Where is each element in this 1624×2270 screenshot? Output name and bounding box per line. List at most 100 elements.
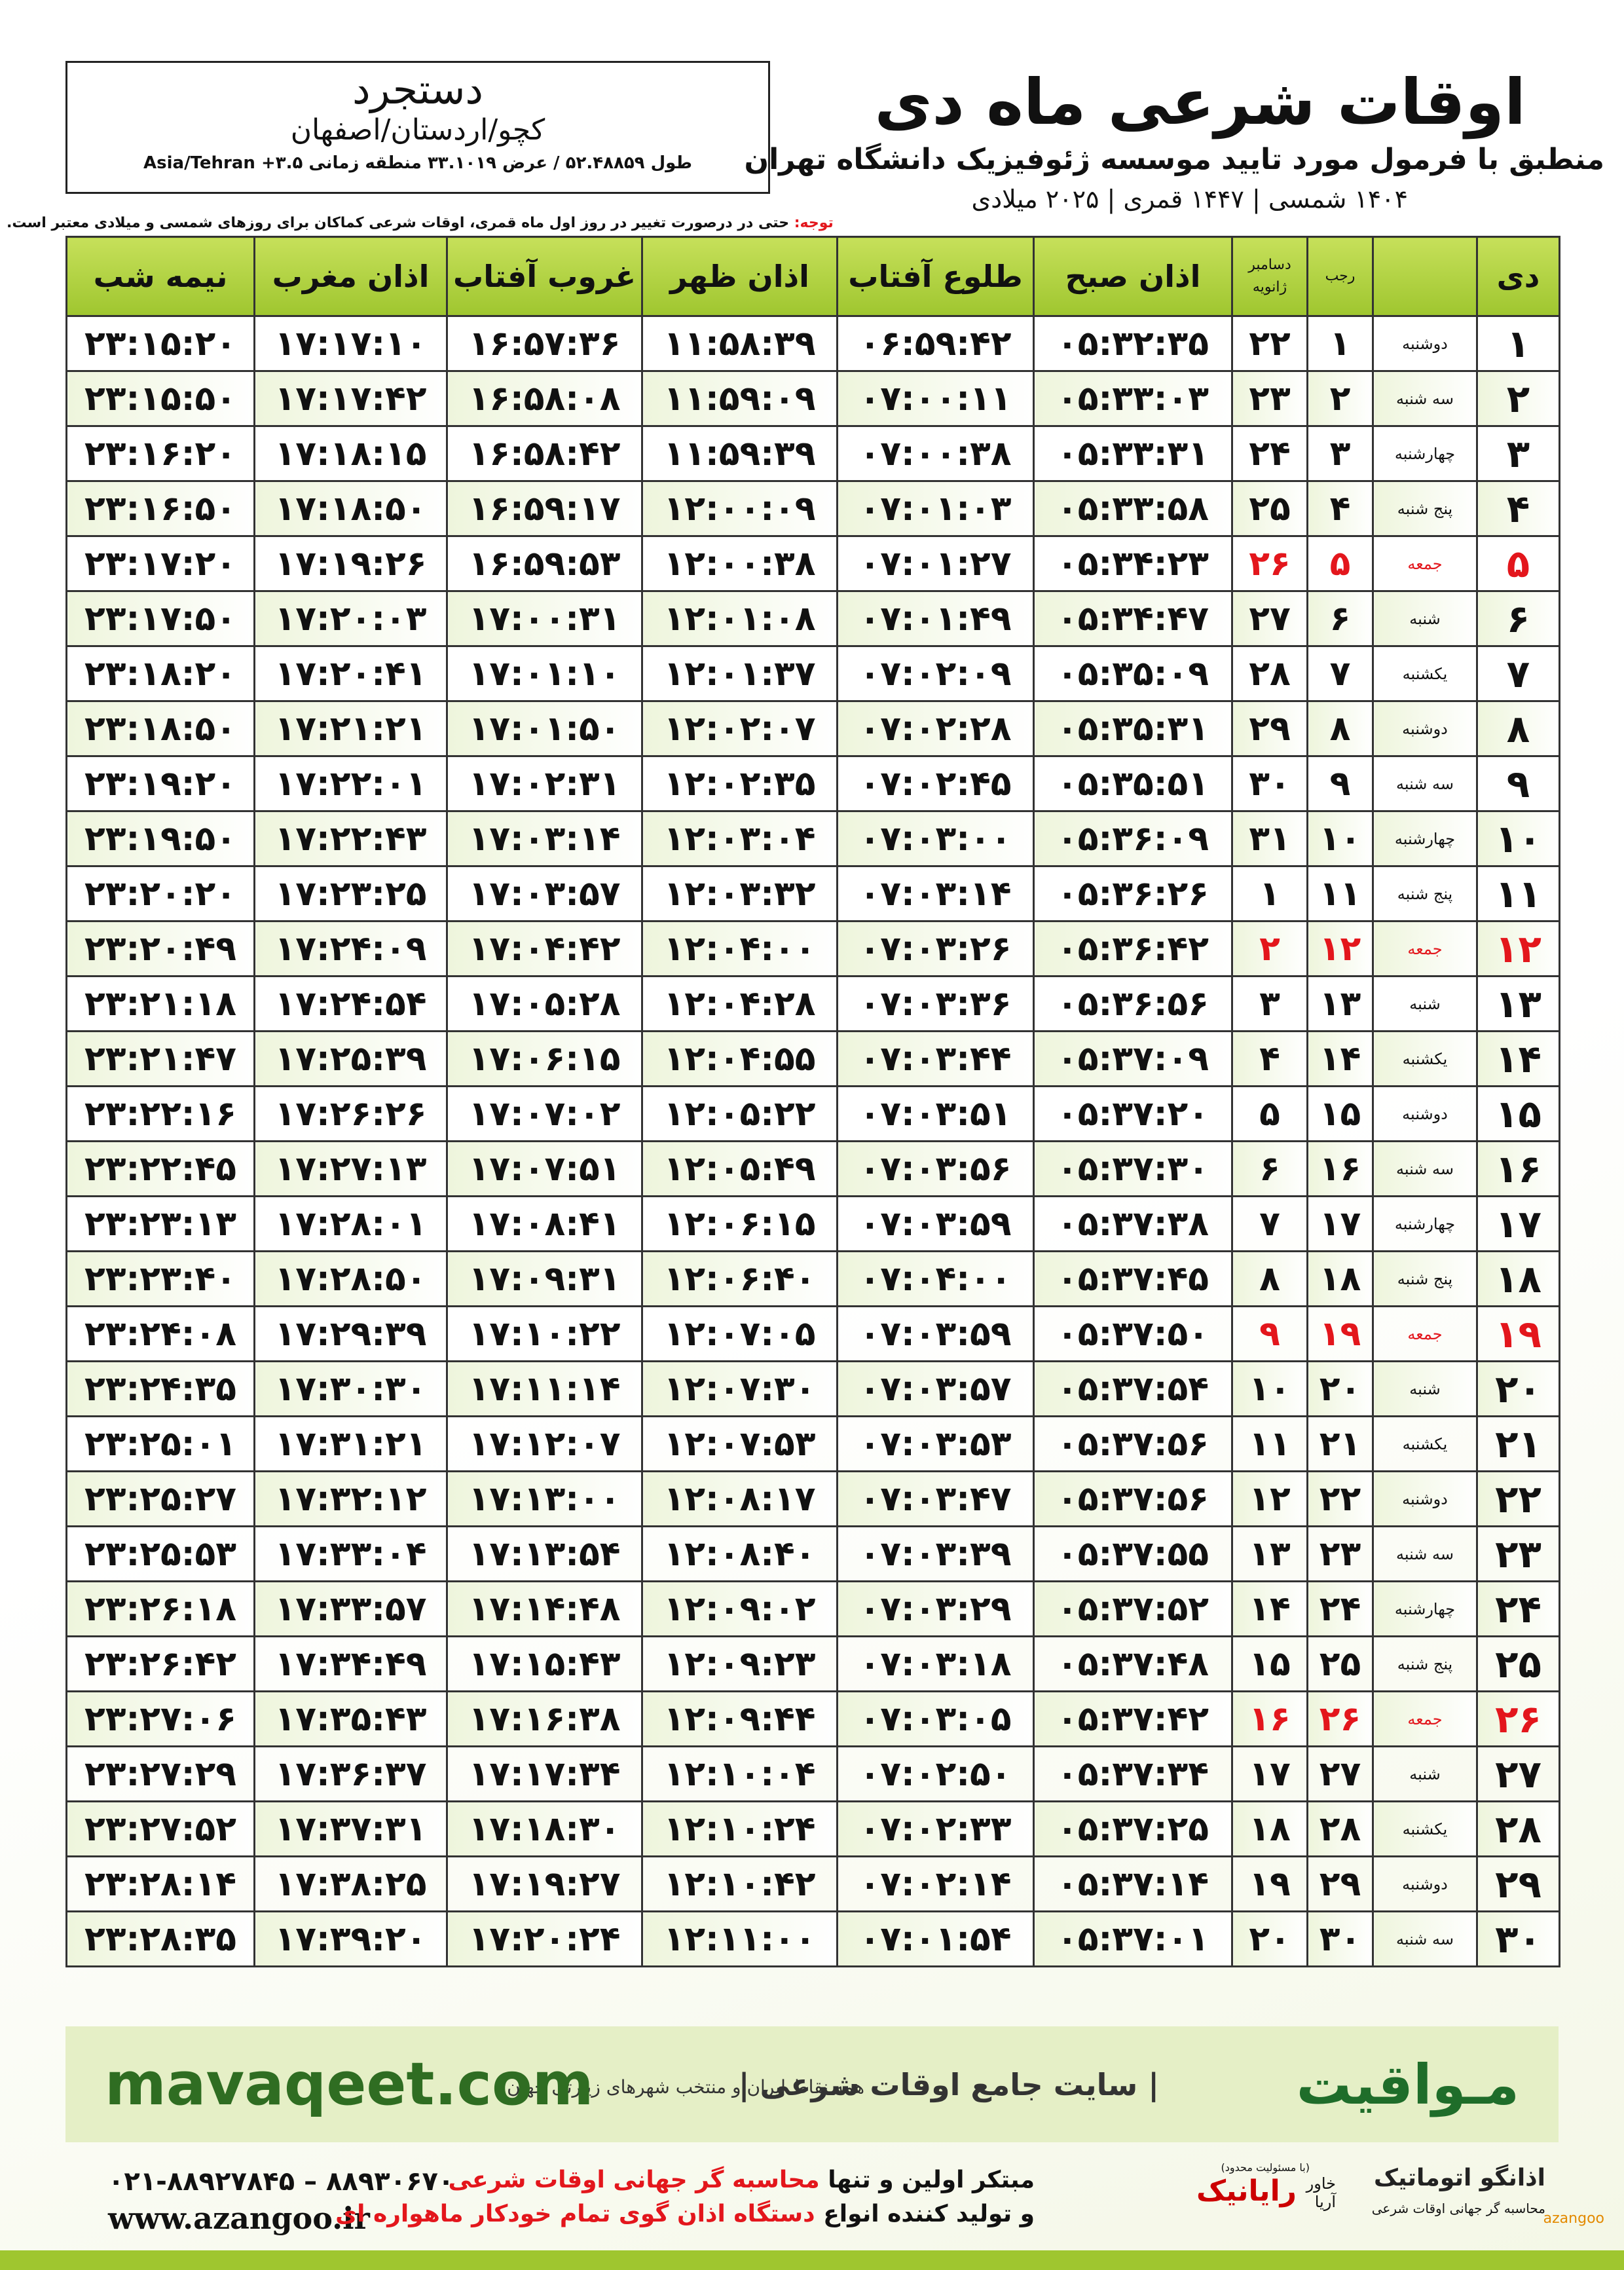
promo-text: و تولید کننده انواع [815, 2201, 1035, 2227]
date-cell: پنج شنبه [1372, 480, 1478, 537]
time-cell: ۲۳:۱۵:۲۰ [65, 315, 255, 372]
prayer-table: دی رجب دسامبر ژانویه اذان صبح طلوع آفتاب اذان … [65, 236, 1560, 1967]
time-cell: ۱۲:۱۰:۴۲ [641, 1855, 838, 1912]
time-cell: ۱۷:۳۰:۳۰ [253, 1360, 448, 1417]
time-cell: ۱۷:۱۶:۳۸ [446, 1690, 643, 1747]
brand: مـواقیت [1296, 2053, 1519, 2117]
table-row: ۱ دوشنبه ۱ ۲۲ ۰۵:۳۲:۳۵ ۰۶:۵۹:۴۲ ۱۱:۵۸:۳۹ ۱۶:۵۷:… [65, 315, 1560, 372]
time-cell: ۰۵:۳۷:۴۵ [1033, 1250, 1233, 1307]
time-cell: ۰۵:۳۶:۰۹ [1033, 810, 1233, 867]
time-cell: ۲۳:۲۵:۵۳ [65, 1525, 255, 1582]
logo-tagline: محاسبه گر جهانی اوقات شرعی [1371, 2201, 1545, 2216]
time-cell: ۱۷:۲۰:۰۳ [253, 590, 448, 647]
date-cell: ۱۴ [1231, 1580, 1308, 1637]
date-cell: ۱ [1476, 315, 1560, 372]
promo: و تولید کننده انواع دستگاه اذان گوی تمام… [335, 2201, 1035, 2227]
time-cell: ۰۵:۳۷:۲۵ [1033, 1800, 1233, 1857]
time-cell: ۱۲:۰۳:۳۲ [641, 865, 838, 922]
promo-highlight: دستگاه اذان گوی تمام خودکار ماهواره ای [335, 2201, 815, 2227]
date-cell: ۱۵ [1476, 1085, 1560, 1142]
time-cell: ۱۷:۲۵:۳۹ [253, 1030, 448, 1087]
time-cell: ۰۷:۰۲:۳۳ [836, 1800, 1035, 1857]
time-cell: ۰۵:۳۷:۴۸ [1033, 1635, 1233, 1692]
website: mavaqeet.com [105, 2050, 594, 2119]
date-cell: ۲۶ [1306, 1690, 1374, 1747]
date-cell: یکشنبه [1372, 1030, 1478, 1087]
table-row: ۱۵ دوشنبه ۱۵ ۵ ۰۵:۳۷:۲۰ ۰۷:۰۳:۵۱ ۱۲:۰۵:۲۲ ۱۷:۰۷… [65, 1085, 1560, 1142]
time-cell: ۱۲:۰۱:۳۷ [641, 645, 838, 702]
time-cell: ۱۲:۰۹:۴۴ [641, 1690, 838, 1747]
time-cell: ۱۲:۰۱:۰۸ [641, 590, 838, 647]
time-cell: ۱۷:۰۳:۵۷ [446, 865, 643, 922]
date-cell: سه شنبه [1372, 755, 1478, 812]
table-row: ۱۲ جمعه ۱۲ ۲ ۰۵:۳۶:۴۲ ۰۷:۰۳:۲۶ ۱۲:۰۴:۰۰ ۱۷:۰۴:۴… [65, 920, 1560, 977]
time-cell: ۱۷:۲۲:۴۳ [253, 810, 448, 867]
date-cell: دوشنبه [1372, 1085, 1478, 1142]
date-cell: دوشنبه [1372, 700, 1478, 757]
location-box: دستجرد کچو/اردستان/اصفهان طول ۵۲.۴۸۸۵۹ /… [65, 61, 770, 194]
date-cell: چهارشنبه [1372, 1195, 1478, 1252]
date-cell: ۱۱ [1476, 865, 1560, 922]
time-cell: ۱۲:۰۷:۳۰ [641, 1360, 838, 1417]
table-row: ۲۵ پنج شنبه ۲۵ ۱۵ ۰۵:۳۷:۴۸ ۰۷:۰۳:۱۸ ۱۲:۰۹:۲۳ ۱۷… [65, 1635, 1560, 1692]
date-cell: ۱۱ [1231, 1415, 1308, 1472]
time-cell: ۱۷:۱۱:۱۴ [446, 1360, 643, 1417]
date-cell: ۱۹ [1476, 1305, 1560, 1362]
time-cell: ۲۳:۲۲:۴۵ [65, 1140, 255, 1197]
time-cell: ۱۷:۱۴:۴۸ [446, 1580, 643, 1637]
date-cell: ۲۲ [1231, 315, 1308, 372]
time-header: نیمه شب [65, 236, 255, 317]
date-cell: سه شنبه [1372, 1140, 1478, 1197]
table-row: ۵ جمعه ۵ ۲۶ ۰۵:۳۴:۲۳ ۰۷:۰۱:۲۷ ۱۲:۰۰:۳۸ ۱۶:۵۹:۵۳… [65, 535, 1560, 592]
date-cell: ۲ [1231, 920, 1308, 977]
date-cell: ۱۸ [1476, 1250, 1560, 1307]
weekday-header [1372, 236, 1478, 317]
time-cell: ۱۷:۰۶:۱۵ [446, 1030, 643, 1087]
note-text: حتی در درصورت تغییر در روز اول ماه قمری،… [7, 215, 790, 231]
time-cell: ۱۷:۲۸:۰۱ [253, 1195, 448, 1252]
date-cell: جمعه [1372, 535, 1478, 592]
time-cell: ۱۷:۱۳:۰۰ [446, 1470, 643, 1527]
table-row: ۷ یکشنبه ۷ ۲۸ ۰۵:۳۵:۰۹ ۰۷:۰۲:۰۹ ۱۲:۰۱:۳۷ ۱۷:۰۱:… [65, 645, 1560, 702]
time-cell: ۱۷:۲۳:۲۵ [253, 865, 448, 922]
time-cell: ۱۷:۲۷:۱۳ [253, 1140, 448, 1197]
time-cell: ۰۷:۰۳:۵۹ [836, 1195, 1035, 1252]
time-cell: ۱۷:۰۱:۵۰ [446, 700, 643, 757]
date-cell: ۱۷ [1476, 1195, 1560, 1252]
date-cell: ۳۱ [1231, 810, 1308, 867]
date-cell: ۲۳ [1306, 1525, 1374, 1582]
date-cell: ۲۰ [1231, 1910, 1308, 1967]
region: کچو/اردستان/اصفهان [290, 113, 545, 147]
table-row: ۱۸ پنج شنبه ۱۸ ۸ ۰۵:۳۷:۴۵ ۰۷:۰۴:۰۰ ۱۲:۰۶:۴۰ ۱۷:… [65, 1250, 1560, 1307]
time-cell: ۲۳:۲۱:۱۸ [65, 975, 255, 1032]
promo-text: مبتکر اولین و تنها [819, 2167, 1035, 2193]
time-cell: ۰۵:۳۷:۳۰ [1033, 1140, 1233, 1197]
date-cell: ۱۵ [1306, 1085, 1374, 1142]
time-cell: ۱۷:۰۷:۰۲ [446, 1085, 643, 1142]
time-cell: ۰۷:۰۳:۵۱ [836, 1085, 1035, 1142]
date-cell: پنج شنبه [1372, 1635, 1478, 1692]
header-row: دی رجب دسامبر ژانویه اذان صبح طلوع آفتاب اذان … [65, 236, 1560, 317]
date-cell: ۲۲ [1306, 1470, 1374, 1527]
time-cell: ۱۷:۱۰:۲۲ [446, 1305, 643, 1362]
date-cell: ۲۳ [1476, 1525, 1560, 1582]
date-cell: ۲۸ [1231, 645, 1308, 702]
table-row: ۲۳ سه شنبه ۲۳ ۱۳ ۰۵:۳۷:۵۵ ۰۷:۰۳:۳۹ ۱۲:۰۸:۴۰ ۱۷:… [65, 1525, 1560, 1582]
time-cell: ۰۷:۰۰:۱۱ [836, 370, 1035, 427]
date-cell: ۳۰ [1306, 1910, 1374, 1967]
date-cell: ۵ [1306, 535, 1374, 592]
time-cell: ۱۲:۰۴:۰۰ [641, 920, 838, 977]
city: دستجرد [352, 65, 484, 113]
time-cell: ۱۷:۱۸:۵۰ [253, 480, 448, 537]
date-cell: ۲۸ [1476, 1800, 1560, 1857]
date-cell: ۲۴ [1231, 425, 1308, 482]
table-row: ۱۱ پنج شنبه ۱۱ ۱ ۰۵:۳۶:۲۶ ۰۷:۰۳:۱۴ ۱۲:۰۳:۳۲ ۱۷:… [65, 865, 1560, 922]
time-cell: ۰۵:۳۷:۱۴ [1033, 1855, 1233, 1912]
time-cell: ۱۷:۲۶:۲۶ [253, 1085, 448, 1142]
time-cell: ۱۷:۱۷:۱۰ [253, 315, 448, 372]
time-cell: ۱۷:۳۵:۴۳ [253, 1690, 448, 1747]
date-cell: ۲۸ [1306, 1800, 1374, 1857]
time-cell: ۰۵:۳۶:۴۲ [1033, 920, 1233, 977]
time-cell: ۱۶:۵۸:۰۸ [446, 370, 643, 427]
date-cell: ۹ [1476, 755, 1560, 812]
